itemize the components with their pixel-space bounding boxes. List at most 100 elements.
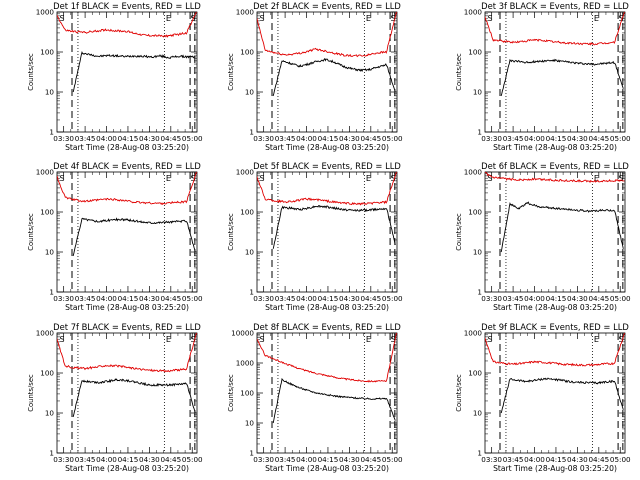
- x-tick-label: 03:45: [275, 294, 296, 303]
- segment-marker-e: E: [594, 335, 599, 344]
- segment-marker-s: S: [59, 14, 64, 23]
- chart-panel-9: Det 9f BLACK = Events, RED = LLD 1 10 100 10…: [455, 322, 631, 473]
- y-tick-label: 10: [245, 419, 255, 428]
- segment-marker-s: S: [59, 335, 64, 344]
- x-tick-label: 04:15: [118, 294, 139, 303]
- x-axis-label: Start Time (28-Aug-08 03:25:20): [65, 464, 189, 473]
- y-tick-label: 1: [49, 128, 54, 137]
- chart-panel-7: Det 7f BLACK = Events, RED = LLD 1 10 100 10…: [27, 322, 203, 473]
- chart-panel-8: Det 8f BLACK = Events, RED = LLD 1 10 100 10…: [227, 322, 403, 473]
- plot-frame: [56, 332, 198, 454]
- y-tick-label: 100: [40, 369, 54, 378]
- y-tick-label: 1000: [36, 168, 55, 177]
- series-line-events: [500, 377, 624, 414]
- plot-frame: [56, 171, 198, 293]
- x-tick-label: 04:00: [96, 134, 117, 143]
- y-tick-label: 1: [249, 128, 254, 137]
- x-tick-label: 04:30: [339, 294, 360, 303]
- x-tick-label: 03:30: [253, 294, 274, 303]
- series-line-events: [272, 377, 396, 424]
- series-line-lld: [57, 172, 197, 206]
- series-line-lld: [257, 12, 397, 58]
- chart-title: Det 7f BLACK = Events, RED = LLD: [53, 322, 201, 332]
- segment-marker-e: E: [594, 174, 599, 183]
- y-axis-label: Counts/sec: [455, 374, 463, 412]
- y-axis-label: Counts/sec: [27, 213, 35, 251]
- plot-frame: [256, 171, 398, 293]
- x-tick-label: 03:45: [503, 455, 524, 464]
- x-tick-label: 04:45: [160, 134, 181, 143]
- segment-marker-s: S: [618, 335, 623, 344]
- x-tick-label: 04:30: [567, 294, 588, 303]
- x-tick-label: 04:15: [318, 134, 339, 143]
- x-axis-label: Start Time (28-Aug-08 03:25:20): [493, 303, 617, 312]
- x-tick-label: 04:15: [546, 294, 567, 303]
- series-line-lld: [257, 172, 397, 206]
- series-line-events: [72, 378, 196, 418]
- x-axis-label: Start Time (28-Aug-08 03:25:20): [265, 303, 389, 312]
- chart-title: Det 5f BLACK = Events, RED = LLD: [253, 161, 401, 171]
- y-axis-label: Counts/sec: [27, 53, 35, 91]
- y-tick-label: 1: [49, 288, 54, 297]
- x-tick-label: 03:30: [481, 134, 502, 143]
- y-tick-label: 1000: [464, 329, 483, 338]
- segment-marker-s: S: [190, 335, 195, 344]
- chart-panel-4: Det 4f BLACK = Events, RED = LLD 1 10 100 10…: [27, 161, 203, 312]
- y-tick-label: 1000: [464, 168, 483, 177]
- x-tick-label: 04:30: [339, 134, 360, 143]
- y-tick-label: 10: [245, 88, 255, 97]
- x-tick-label: 04:00: [96, 294, 117, 303]
- segment-marker-e: E: [366, 14, 371, 23]
- x-tick-label: 04:30: [567, 455, 588, 464]
- x-tick-label: 03:45: [275, 134, 296, 143]
- x-tick-label: 04:15: [546, 134, 567, 143]
- x-tick-label: 03:30: [53, 455, 74, 464]
- x-tick-label: 04:45: [588, 294, 609, 303]
- x-tick-label: 04:30: [139, 455, 160, 464]
- segment-marker-s: S: [618, 14, 623, 23]
- x-tick-label: 05:00: [382, 134, 403, 143]
- x-tick-label: 04:45: [160, 294, 181, 303]
- x-tick-label: 03:45: [75, 294, 96, 303]
- x-tick-label: 03:30: [253, 134, 274, 143]
- x-tick-label: 04:45: [360, 455, 381, 464]
- y-tick-label: 10: [245, 248, 255, 257]
- x-tick-label: 03:30: [481, 294, 502, 303]
- y-tick-label: 10: [473, 248, 483, 257]
- chart-panel-2: Det 2f BLACK = Events, RED = LLD 1 10 100 10…: [227, 1, 403, 152]
- y-tick-label: 10: [45, 88, 55, 97]
- y-tick-label: 1: [477, 288, 482, 297]
- chart-panel-3: Det 3f BLACK = Events, RED = LLD 1 10 100 10…: [455, 1, 631, 152]
- segment-marker-s: S: [618, 174, 623, 183]
- series-line-lld: [485, 172, 625, 184]
- plot-frame: [56, 11, 198, 133]
- x-tick-label: 03:45: [75, 134, 96, 143]
- x-tick-label: 04:45: [588, 134, 609, 143]
- x-tick-label: 03:45: [275, 455, 296, 464]
- x-tick-label: 03:45: [503, 294, 524, 303]
- series-line-events: [500, 58, 624, 97]
- chart-title: Det 6f BLACK = Events, RED = LLD: [481, 161, 629, 171]
- x-tick-label: 04:45: [588, 455, 609, 464]
- x-tick-label: 05:00: [382, 455, 403, 464]
- segment-marker-s: S: [390, 335, 395, 344]
- y-tick-label: 10000: [231, 329, 254, 338]
- chart-title: Det 3f BLACK = Events, RED = LLD: [481, 1, 629, 11]
- segment-marker-e: E: [594, 14, 599, 23]
- series-line-lld: [257, 333, 397, 383]
- chart-title: Det 2f BLACK = Events, RED = LLD: [253, 1, 401, 11]
- segment-marker-e: E: [166, 174, 171, 183]
- y-axis-label: Counts/sec: [227, 53, 235, 91]
- x-tick-label: 03:45: [75, 455, 96, 464]
- y-axis-label: Counts/sec: [455, 213, 463, 251]
- segment-marker-e: E: [166, 14, 171, 23]
- segment-marker-s: S: [487, 335, 492, 344]
- series-line-events: [272, 205, 396, 249]
- x-axis-label: Start Time (28-Aug-08 03:25:20): [493, 143, 617, 152]
- y-tick-label: 1: [477, 128, 482, 137]
- x-tick-label: 05:00: [382, 294, 403, 303]
- y-axis-label: Counts/sec: [227, 374, 235, 412]
- x-tick-label: 04:30: [139, 134, 160, 143]
- x-tick-label: 04:15: [118, 455, 139, 464]
- chart-panel-1: Det 1f BLACK = Events, RED = LLD 1 10 100 10…: [27, 1, 203, 152]
